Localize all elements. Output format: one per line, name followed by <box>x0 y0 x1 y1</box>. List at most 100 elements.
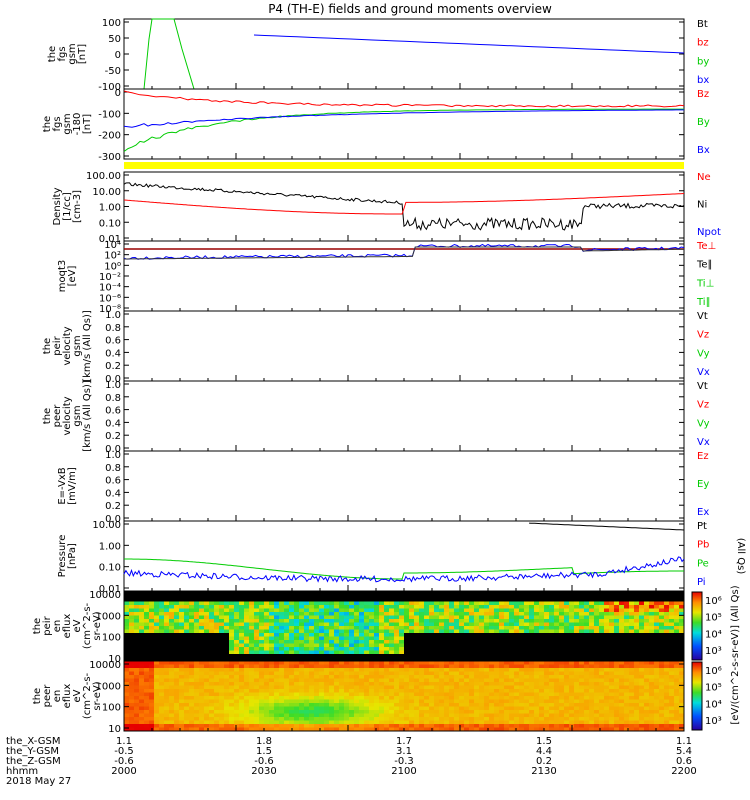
y-tick-label: 1000 <box>96 681 121 692</box>
y-axis-label: [nT] <box>77 44 88 64</box>
panel-density: 100.00 10.00 1.00 0.10 0.01 Density [1/cc] [cm-… <box>52 171 721 245</box>
series-bx <box>123 109 684 128</box>
panel-pressure: 10.00 1.00 0.10 0.01 Pressure [nPa] Pt Pb Pe Pi (A… <box>57 520 746 595</box>
y-tick-label: -100 <box>98 82 121 93</box>
series-ni <box>123 182 685 232</box>
legend-Ey: Ey <box>697 479 709 490</box>
footer-value: 2130 <box>531 766 556 777</box>
y-tick-label: 10⁰ <box>104 261 121 272</box>
y-tick-label: 1000 <box>96 611 121 622</box>
y-axis-label: fgs <box>57 46 68 61</box>
footer-value: 2030 <box>251 766 276 777</box>
y-axis-label: gsm <box>72 335 83 356</box>
legend-Ti⊥: Ti⊥ <box>696 278 714 289</box>
legend-Vt: Vt <box>697 381 708 392</box>
colorbar-tick-label: 10⁶ <box>705 666 722 677</box>
legend-Vt: Vt <box>697 311 708 322</box>
legend-bz: bz <box>697 38 709 49</box>
y-tick-label: 0.01 <box>99 234 121 245</box>
panel-peirvel: 1.0 0.8 0.60.4 0.2 0.0 the peir velocity gsm [km/… <box>42 310 710 385</box>
y-axis-label: eV <box>72 619 83 632</box>
panel-peerspec: 10000 1000 100 10 the peer en eflux eV (cm^2-s-sr… <box>32 660 685 735</box>
spectrogram-cells <box>124 591 685 662</box>
y-tick-label: 0.4 <box>105 418 121 429</box>
y-axis-label: en <box>52 690 63 703</box>
y-tick-label: 0.2 <box>105 431 121 442</box>
y-tick-label: 10.00 <box>92 520 121 531</box>
y-tick-label: 10⁻⁸ <box>99 304 121 315</box>
y-axis-label: en <box>52 620 63 633</box>
y-tick-label: 0 <box>115 88 121 99</box>
footer-value: -0.3 <box>394 756 414 767</box>
series-by <box>143 18 195 90</box>
y-axis-label: [km/s (All Qs)] <box>82 310 93 382</box>
legend-Vy: Vy <box>697 418 710 429</box>
legend-by: by <box>697 56 709 67</box>
legend-Vy: Vy <box>697 348 710 359</box>
y-axis-label: sr-eV) <box>92 611 103 640</box>
colorbar-tick-label: 10⁵ <box>705 683 722 694</box>
footer-value: 1.8 <box>256 736 272 747</box>
series-ne <box>123 193 685 215</box>
series-pt <box>529 522 685 531</box>
footer-date: 2018 May 27 <box>6 776 71 787</box>
y-axis-label: peer <box>42 684 53 708</box>
footer-value: 3.1 <box>396 746 412 757</box>
legend-Pt: Pt <box>697 521 707 532</box>
y-axis-label: peir <box>52 335 63 355</box>
y-axis-label: sr-eV) <box>92 681 103 710</box>
pressure-qs-label: (All Qs) <box>735 538 746 575</box>
y-tick-label: -50 <box>105 66 121 77</box>
y-axis-label: peir <box>42 615 53 635</box>
footer-row-label: the_Y-GSM <box>6 746 59 757</box>
colorbar-tick-label: 10⁶ <box>705 596 722 607</box>
footer-value: 1.5 <box>256 746 272 757</box>
panel-efield: 1.0 0.8 0.60.4 0.2 0.0 E=-VxB [mV/m] Ez Ey Ex <box>57 450 709 525</box>
legend-Bt: Bt <box>697 19 708 30</box>
legend-Pb: Pb <box>697 540 709 551</box>
y-axis-label: [cm-3] <box>72 190 83 223</box>
y-axis-label: -180 <box>72 113 83 136</box>
y-axis-label: (cm^2-s- <box>82 672 93 719</box>
y-axis-label: the <box>42 116 53 132</box>
colorbar-label: [eV/(cm^2-s-sr-eV)] (All Qs) <box>730 585 741 724</box>
y-tick-label: 10 <box>108 654 121 665</box>
y-tick-label: 1.0 <box>105 450 121 461</box>
legend-Npot: Npot <box>697 227 721 238</box>
y-axis-label: eflux <box>62 614 73 639</box>
legend-Ne: Ne <box>697 172 711 183</box>
legend-Vz: Vz <box>697 400 709 411</box>
y-tick-label: 1.0 <box>105 310 121 321</box>
legend-Te∥: Te∥ <box>696 260 713 271</box>
panel-fgs: 100 50 0 -50 -100 the fgs gsm [nT] Bt bz by bx <box>47 18 709 93</box>
panel-fgs2: 0 -100 -200 -300 the fgs gsm -180 [nT] Bz By Bx <box>42 88 710 163</box>
y-tick-label: 0.8 <box>105 393 121 404</box>
colorbar-tick-label: 10⁵ <box>705 613 722 624</box>
legend-Bz: Bz <box>697 89 709 100</box>
y-axis-label: velocity <box>62 396 73 435</box>
footer-value: 0.6 <box>676 756 692 767</box>
y-tick-label: 0.8 <box>105 463 121 474</box>
footer-value: -0.5 <box>114 746 134 757</box>
y-axis-label: moqt3 <box>57 260 68 293</box>
y-tick-label: 100.00 <box>86 171 121 182</box>
colorbar-tick-label: 10³ <box>705 716 722 727</box>
panel-peervel: 1.0 0.8 0.60.4 0.2 0.0 the peer velocity gsm [km/… <box>42 380 710 455</box>
series-pe <box>124 558 684 580</box>
y-tick-label: 10⁻² <box>99 272 121 283</box>
colorbar-tick-label: 10³ <box>705 646 722 657</box>
legend-bx: bx <box>697 75 709 86</box>
y-axis-label: the <box>32 618 43 634</box>
colorbar-tick-label: 10⁴ <box>705 699 722 710</box>
y-tick-label: -100 <box>98 109 121 120</box>
y-axis-label: Pressure <box>57 535 68 578</box>
legend-Vz: Vz <box>697 330 709 341</box>
footer-value: 1.1 <box>116 736 132 747</box>
series-pi <box>123 556 685 583</box>
y-tick-label: 10⁻⁶ <box>99 293 121 304</box>
legend-Ti∥: Ti∥ <box>696 297 711 308</box>
y-tick-label: 0 <box>115 50 121 61</box>
legend-Pe: Pe <box>697 558 709 569</box>
colorbar-ion <box>691 591 703 661</box>
